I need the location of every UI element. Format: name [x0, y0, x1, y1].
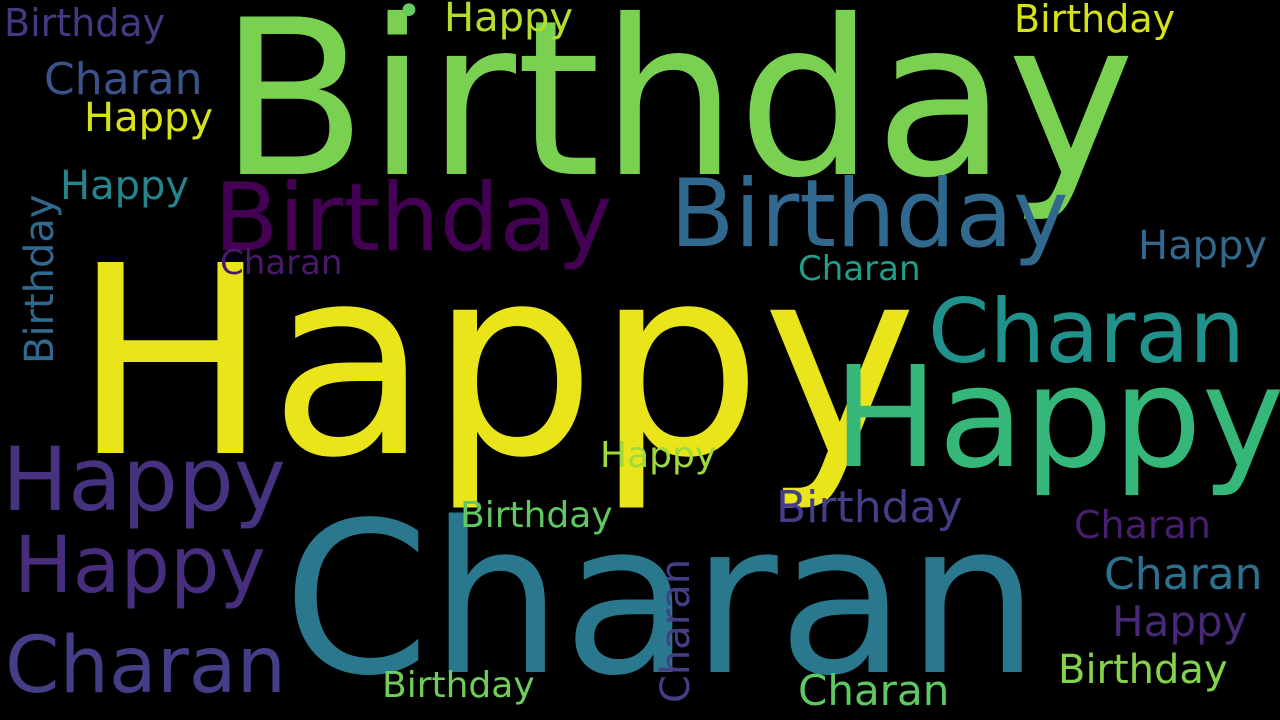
word-charan-topleft: Charan — [44, 54, 203, 105]
word-charan-teal: Charan — [928, 280, 1246, 383]
word-happy-left-yellow: Happy — [84, 95, 214, 141]
word-birthday-bottom: Birthday — [382, 665, 535, 706]
word-birthday-bottom-right: Birthday — [1058, 647, 1228, 693]
word-charan-purple: Charan — [5, 621, 286, 711]
word-birthday-blue: Birthday — [670, 160, 1069, 269]
word-charan-right-blue: Charan — [1104, 549, 1263, 600]
word-birthday-topleft: Birthday — [4, 1, 166, 45]
word-happy-green: Happy — [833, 337, 1280, 500]
word-charan-small-teal: Charan — [798, 249, 921, 289]
word-birthday-topright: Birthday — [1014, 0, 1176, 41]
word-charan-bottom: Charan — [798, 666, 950, 715]
word-happy-right-purple: Happy — [1112, 597, 1248, 646]
word-happy-top: Happy — [444, 0, 574, 41]
word-dot: • — [396, 0, 422, 37]
word-birthday-center-small: Birthday — [460, 495, 613, 536]
word-happy-purple-2: Happy — [14, 521, 266, 611]
word-happy-center-small: Happy — [600, 435, 717, 476]
word-charan-right-purple: Charan — [1074, 503, 1211, 547]
word-happy-purple-1: Happy — [2, 428, 286, 531]
word-birthday-vertical: Birthday — [17, 194, 63, 364]
word-charan-vertical: Charan — [653, 558, 699, 703]
word-happy-right-small: Happy — [1138, 223, 1268, 269]
word-happy-large: Happy — [72, 210, 918, 515]
word-charan-small-purple: Charan — [220, 243, 343, 283]
word-birthday-large: Birthday — [219, 0, 1135, 225]
word-birthday-right-mid: Birthday — [776, 482, 963, 533]
word-happy-left-small: Happy — [60, 163, 190, 209]
word-birthday-purple: Birthday — [214, 164, 613, 273]
word-charan-large: Charan — [283, 477, 1040, 720]
